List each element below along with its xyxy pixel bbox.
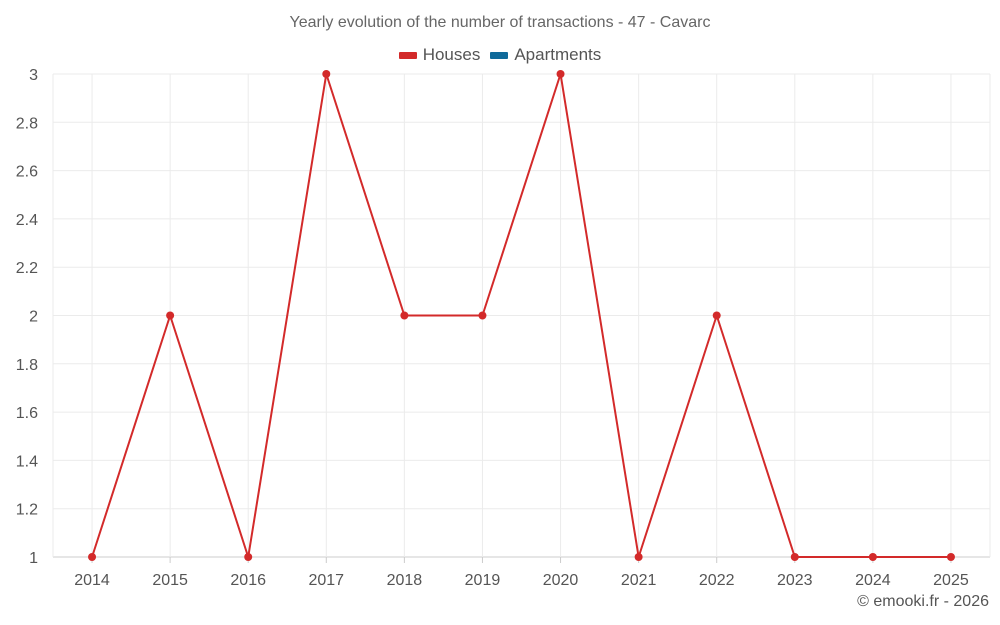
y-axis: 1 1.2 1.4 1.6 1.8 2 2.2 2.4 2.6 2.8 3 — [16, 67, 38, 567]
data-point-houses[interactable] — [88, 553, 97, 561]
y-tick-label: 2 — [29, 309, 38, 326]
data-point-houses[interactable] — [166, 311, 175, 320]
y-tick-label: 2.8 — [16, 115, 38, 132]
data-point-houses[interactable] — [244, 553, 253, 561]
data-point-houses[interactable] — [400, 311, 409, 320]
data-point-houses[interactable] — [946, 553, 955, 561]
legend-label-houses: Houses — [422, 45, 481, 64]
x-tick-label: 2025 — [933, 572, 969, 589]
chart-title: Yearly evolution of the number of transa… — [289, 14, 711, 31]
x-tick-label: 2015 — [152, 572, 188, 589]
series-layer — [88, 70, 955, 561]
data-point-houses[interactable] — [478, 311, 487, 320]
x-tick-label: 2023 — [777, 572, 813, 589]
data-point-houses[interactable] — [322, 70, 331, 78]
x-tick-label: 2017 — [308, 572, 344, 589]
y-tick-label: 2.6 — [16, 164, 38, 181]
x-tick-label: 2024 — [855, 572, 891, 589]
legend-label-apartments: Apartments — [514, 45, 602, 64]
y-tick-label: 1.6 — [16, 405, 38, 422]
series-line-houses — [91, 73, 951, 558]
x-tick-label: 2018 — [387, 572, 423, 589]
data-point-houses[interactable] — [790, 553, 799, 561]
data-point-houses[interactable] — [634, 553, 643, 561]
grid-lines — [52, 73, 991, 558]
x-tick-label: 2022 — [699, 572, 735, 589]
x-tick-label: 2014 — [74, 572, 110, 589]
x-tick-label: 2020 — [543, 572, 579, 589]
y-tick-label: 2.4 — [16, 212, 38, 229]
chart-legend: Houses Apartments — [0, 45, 1000, 65]
legend-swatch-houses — [398, 51, 417, 59]
x-axis: 2014 2015 2016 2017 2018 2019 2020 2021 2022 2023… — [74, 557, 969, 589]
x-tick-label: 2016 — [230, 572, 266, 589]
copyright-credit: © emooki.fr - 2026 — [857, 593, 989, 610]
data-point-houses[interactable] — [712, 311, 721, 320]
y-tick-label: 3 — [29, 67, 38, 84]
y-tick-label: 1.4 — [16, 453, 38, 470]
legend-item-apartments[interactable]: Apartments — [490, 45, 601, 65]
data-point-houses[interactable] — [556, 70, 565, 78]
x-tick-label: 2021 — [621, 572, 657, 589]
y-tick-label: 1.8 — [16, 357, 38, 374]
y-tick-label: 2.2 — [16, 260, 38, 277]
data-point-houses[interactable] — [868, 553, 877, 561]
y-tick-label: 1 — [29, 550, 38, 567]
x-tick-label: 2019 — [465, 572, 501, 589]
y-tick-label: 1.2 — [16, 502, 38, 519]
legend-item-houses[interactable]: Houses — [398, 45, 481, 65]
legend-swatch-apartments — [490, 51, 509, 59]
